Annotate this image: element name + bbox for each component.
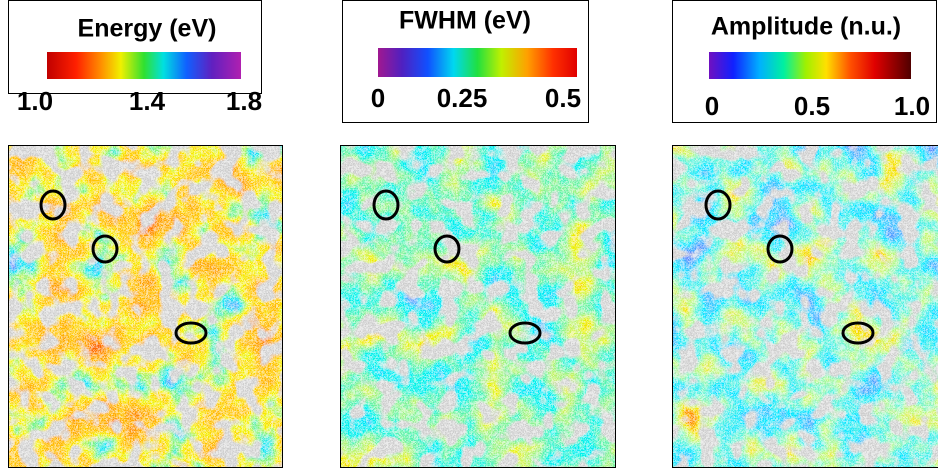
map — [672, 145, 938, 468]
colorbar-tick: 0.5 — [794, 91, 830, 121]
colorbar-tick: 1.0 — [17, 86, 53, 116]
colorbar-tick: 1.0 — [894, 91, 930, 121]
colorbar-tick: 1.4 — [129, 86, 166, 116]
map — [8, 145, 283, 468]
colorbar-title: Amplitude (n.u.) — [711, 13, 901, 41]
colorbar — [378, 48, 577, 77]
map — [340, 145, 616, 468]
colorbar-tick: 1.8 — [226, 86, 262, 116]
colorbar-tick: 0 — [705, 91, 719, 121]
colorbar-title: FWHM (eV) — [399, 7, 531, 35]
colorbar-tick: 0.25 — [437, 83, 488, 113]
colorbar — [709, 52, 911, 79]
colorbar-tick: 0 — [371, 83, 385, 113]
colorbar — [47, 52, 241, 79]
colorbar-title: Energy (eV) — [78, 15, 217, 43]
colorbar-tick: 0.5 — [545, 83, 581, 113]
